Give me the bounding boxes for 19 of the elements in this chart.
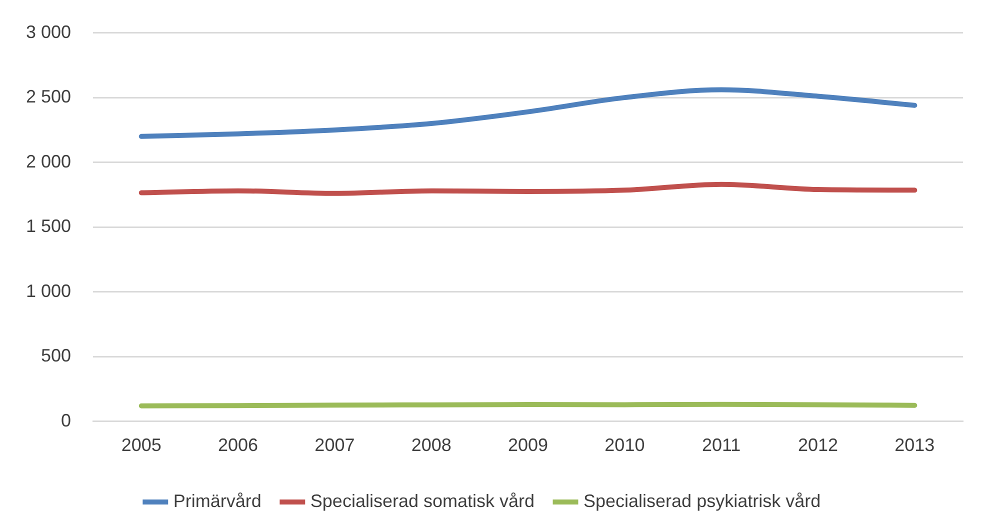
y-tick-label: 1 000 bbox=[26, 280, 72, 301]
legend-label: Specialiserad psykiatrisk vård bbox=[584, 490, 821, 511]
x-tick-label: 2005 bbox=[121, 435, 162, 456]
y-tick-label: 2 000 bbox=[26, 151, 72, 172]
y-tick-label: 2 500 bbox=[26, 86, 72, 107]
y-tick-label: 1 500 bbox=[26, 216, 72, 236]
x-tick-label: 2013 bbox=[894, 435, 935, 456]
x-tick-label: 2010 bbox=[604, 435, 645, 456]
x-tick-label: 2012 bbox=[798, 435, 838, 456]
x-tick-label: 2009 bbox=[508, 435, 548, 456]
x-tick-label: 2006 bbox=[218, 435, 258, 456]
x-tick-label: 2011 bbox=[702, 435, 741, 456]
legend-label: Specialiserad somatisk vård bbox=[310, 490, 535, 511]
x-tick-label: 2007 bbox=[314, 435, 355, 456]
y-tick-label: 0 bbox=[61, 410, 72, 430]
x-tick-label: 2008 bbox=[411, 435, 452, 456]
legend-label: Primärvård bbox=[173, 490, 262, 511]
y-tick-label: 500 bbox=[40, 346, 72, 366]
y-tick-label: 3 000 bbox=[26, 22, 72, 42]
